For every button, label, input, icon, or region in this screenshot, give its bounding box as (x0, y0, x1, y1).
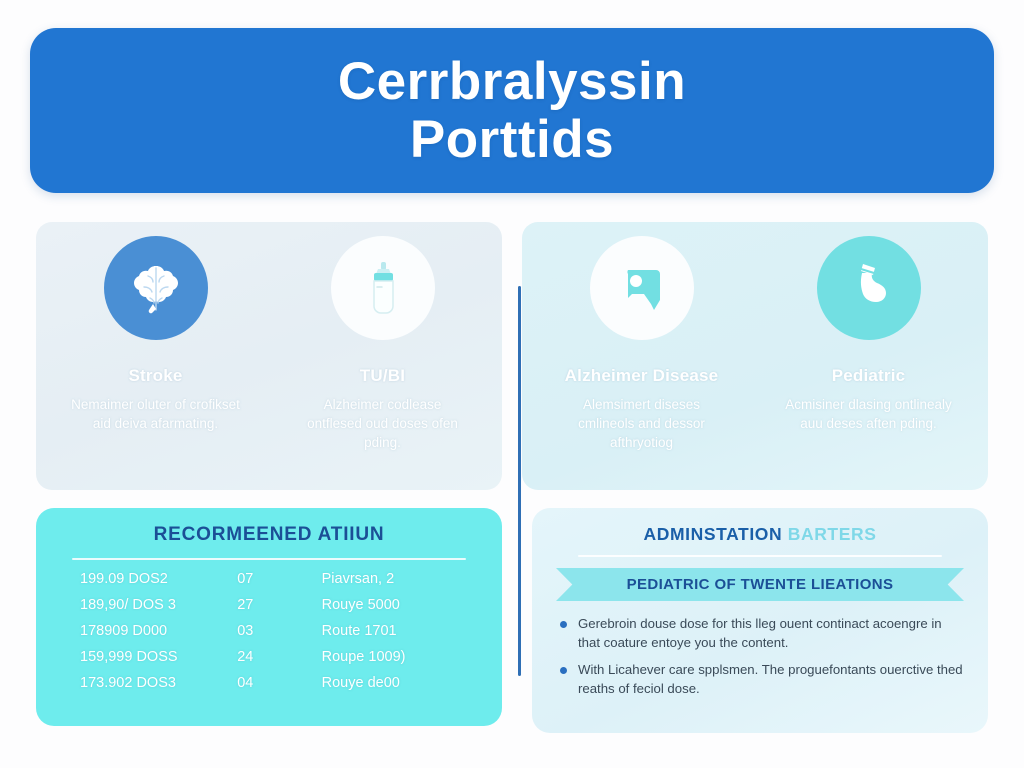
indication-card-alzheimer[interactable]: Alzheimer Disease Alemsimert diseses cml… (528, 236, 755, 480)
vial-bottle-icon (330, 236, 435, 340)
card-title: Stroke (128, 366, 183, 385)
bottom-row: RECORMEENED ATIIUN 199.09 DOS2 07 Piavrs… (36, 508, 988, 733)
cell-num: 24 (237, 649, 254, 665)
indication-card-pediatric[interactable]: Pediatric Acmisiner dlasing ontlinealy a… (755, 236, 982, 480)
bullet-dot-icon (560, 666, 567, 674)
card-title: Pediatric (831, 366, 906, 385)
table-row[interactable]: 199.09 DOS2 07 Piavrsan, 2 (58, 566, 480, 592)
administration-panel: ADMINSTATION BARTERS PEDIATRIC OF TWENTE… (532, 508, 988, 733)
administration-bullet-list: Gerebroin douse dose for this lleg ouent… (552, 615, 968, 699)
brain-icon (103, 236, 208, 340)
page-title-line-2: Porttids (409, 109, 615, 169)
card-description: Alzheimer codlease ontflesed oud doses o… (307, 397, 458, 451)
cell-num: 03 (237, 623, 254, 639)
cell-route: Piavrsan, 2 (321, 571, 395, 587)
header-banner: Cerrbralyssin Porttids (30, 28, 994, 193)
cell-route: Roupe 1009) (321, 649, 406, 665)
cell-dose: 178909 D000 (80, 623, 168, 639)
divider (578, 555, 942, 557)
list-item-text: Gerebroin douse dose for this lleg ouent… (578, 616, 942, 650)
table-row[interactable]: 178909 D000 03 Route 1701 (58, 618, 480, 644)
card-title: Alzheimer Disease (564, 366, 719, 385)
list-item-text: With Licahever care spplsmen. The progue… (578, 661, 963, 696)
dosage-panel: RECORMEENED ATIIUN 199.09 DOS2 07 Piavrs… (36, 508, 502, 726)
heading-word-secondary: BARTERS (787, 524, 877, 544)
page-title-line-1: Cerrbralyssin (337, 52, 687, 112)
table-row[interactable]: 159,999 DOSS 24 Roupe 1009) (58, 644, 480, 670)
card-description: Alemsimert diseses cmlineols and dessor … (578, 397, 705, 451)
administration-panel-heading: ADMINSTATION BARTERS (552, 524, 968, 545)
bullet-dot-icon (560, 621, 567, 628)
indication-panel-right: Alzheimer Disease Alemsimert diseses cml… (522, 222, 988, 490)
sock-foot-icon (816, 236, 921, 340)
cell-route: Rouye de00 (321, 675, 400, 691)
indication-cards-row: Stroke Nemaimer oluter of crofikset aid … (36, 222, 988, 490)
card-description: Acmisiner dlasing ontlinealy auu deses a… (785, 397, 952, 432)
speech-bubble-icon (589, 236, 694, 340)
card-title: TU/BI (359, 366, 406, 385)
cell-route: Rouye 5000 (321, 597, 400, 613)
cell-dose: 189,90/ DOS 3 (80, 597, 176, 613)
card-description: Nemaimer oluter of crofikset aid deiva a… (71, 397, 240, 432)
dosage-panel-heading: RECORMEENED ATIIUN (153, 524, 385, 545)
cell-dose: 173.902 DOS3 (80, 675, 176, 691)
list-item: Gerebroin douse dose for this lleg ouent… (558, 615, 964, 653)
cell-num: 04 (237, 675, 254, 691)
cell-dose: 199.09 DOS2 (80, 571, 168, 587)
indication-card-tubi[interactable]: TU/BI Alzheimer codlease ontflesed oud d… (269, 236, 496, 480)
list-item: With Licahever care spplsmen. The progue… (558, 661, 964, 699)
heading-word-primary: ADMINSTATION (643, 524, 783, 544)
cell-route: Route 1701 (321, 623, 397, 639)
cell-num: 07 (237, 571, 254, 587)
cell-dose: 159,999 DOSS (80, 649, 178, 665)
indication-panel-left: Stroke Nemaimer oluter of crofikset aid … (36, 222, 502, 490)
section-divider (518, 286, 521, 676)
table-row[interactable]: 189,90/ DOS 3 27 Rouye 5000 (58, 592, 480, 618)
ribbon-banner: PEDIATRIC OF TWENTE LIEATIONS (556, 568, 964, 601)
table-row[interactable]: 173.902 DOS3 04 Rouye de00 (58, 670, 480, 696)
cell-num: 27 (237, 597, 254, 613)
indication-card-stroke[interactable]: Stroke Nemaimer oluter of crofikset aid … (42, 236, 269, 480)
divider (72, 558, 466, 560)
dosage-table: 199.09 DOS2 07 Piavrsan, 2 189,90/ DOS 3… (58, 566, 480, 696)
